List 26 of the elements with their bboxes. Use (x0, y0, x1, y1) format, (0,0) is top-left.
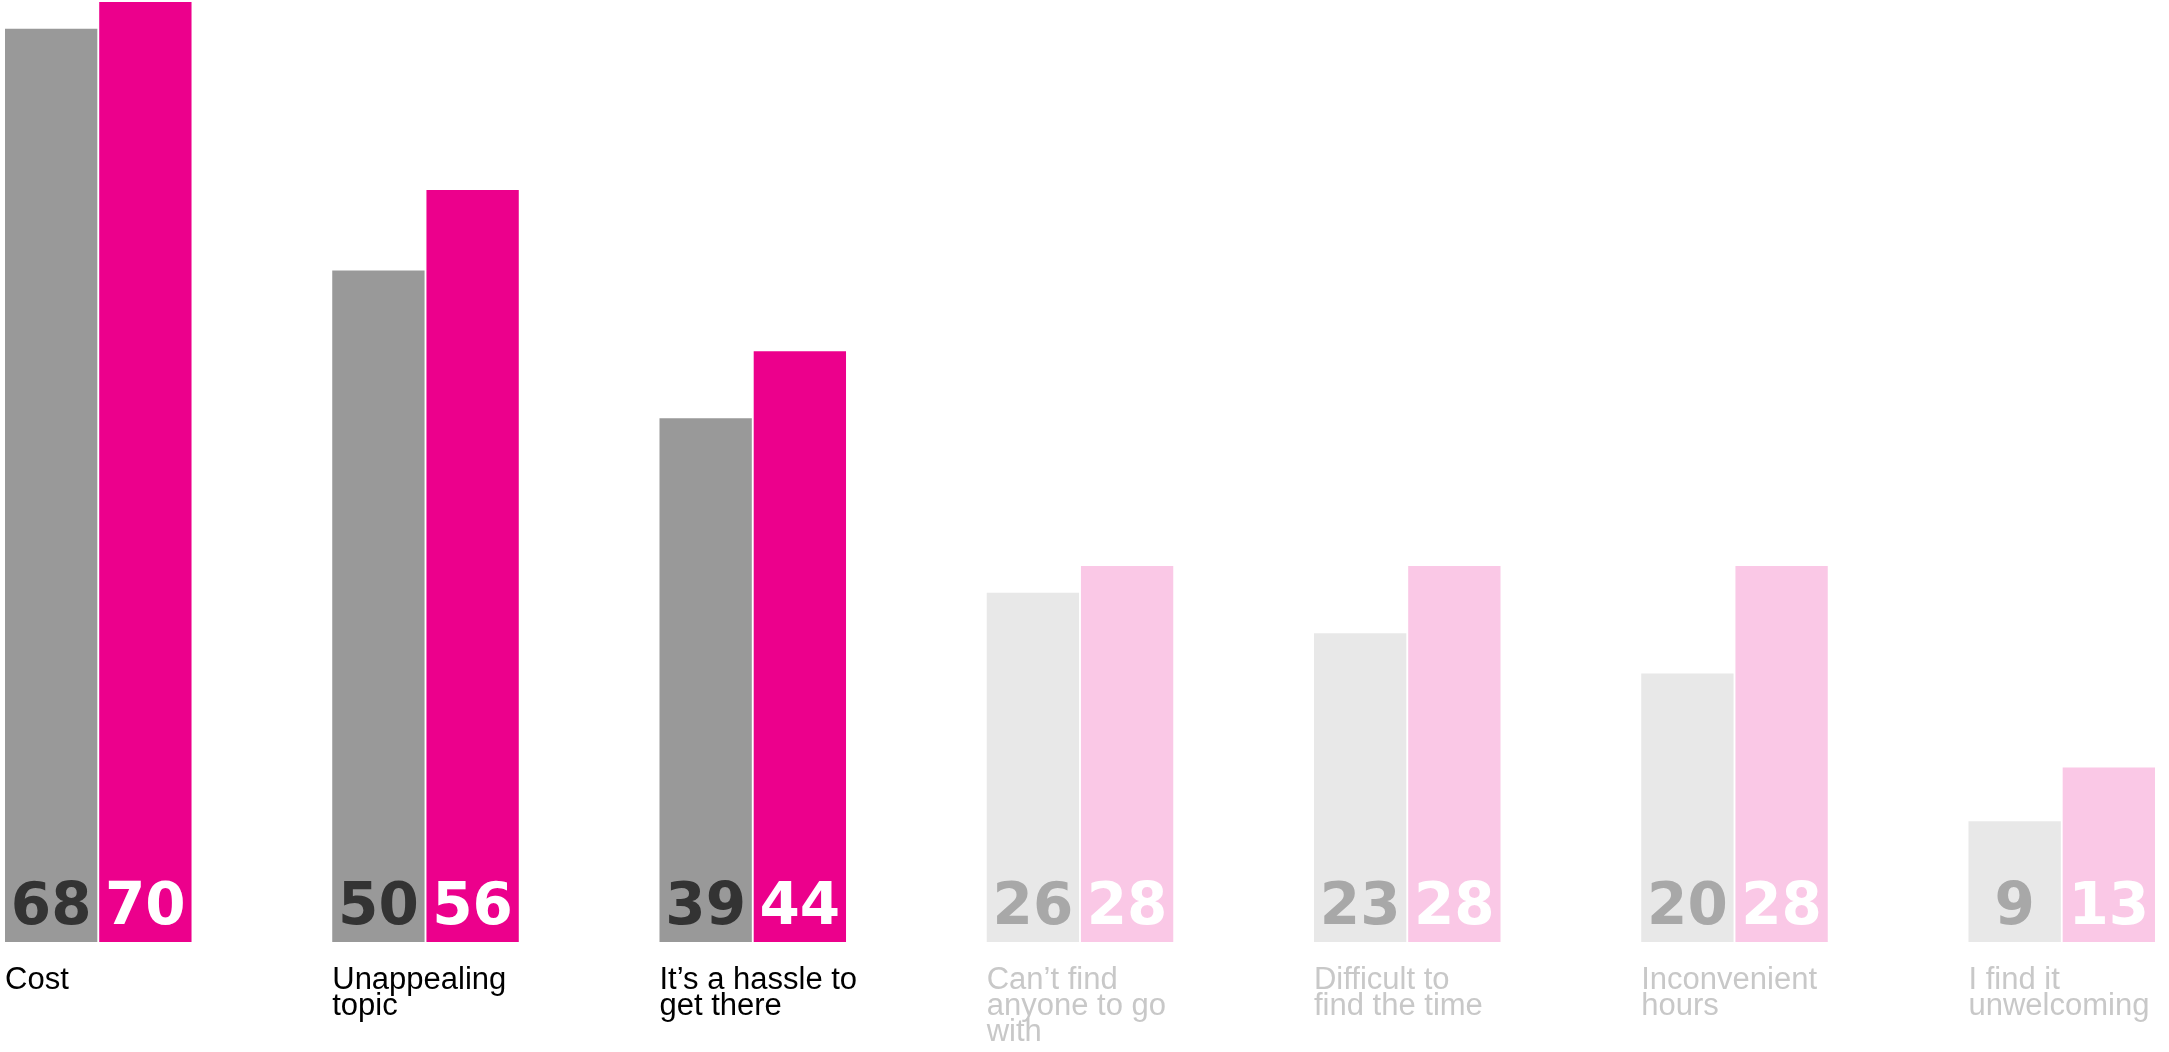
data-label: 70 (105, 870, 186, 938)
bar (2062, 767, 2155, 942)
data-label: 50 (338, 870, 419, 938)
data-label: 20 (1647, 870, 1728, 938)
bar (1313, 633, 1407, 942)
bar (1080, 566, 1174, 942)
x-tick-label: It’s a hassle to get there (659, 960, 858, 1022)
bar (1735, 566, 1828, 942)
bar (986, 592, 1080, 942)
x-tick-label: Cost (5, 960, 70, 996)
data-label: 68 (10, 870, 92, 938)
bar (5, 28, 98, 942)
bar (332, 270, 425, 942)
data-label: 56 (432, 870, 513, 938)
bar (426, 190, 519, 942)
data-label: 26 (992, 870, 1074, 938)
x-tick-label: Unappealing topic (332, 960, 507, 1022)
bar (1408, 566, 1501, 942)
data-label: 9 (1994, 870, 2035, 938)
bar (99, 2, 192, 942)
bar (1641, 673, 1734, 942)
data-label: 44 (759, 870, 841, 938)
bar (659, 418, 752, 942)
data-label: 23 (1319, 870, 1401, 938)
data-label: 39 (665, 870, 747, 938)
bar (753, 351, 847, 942)
